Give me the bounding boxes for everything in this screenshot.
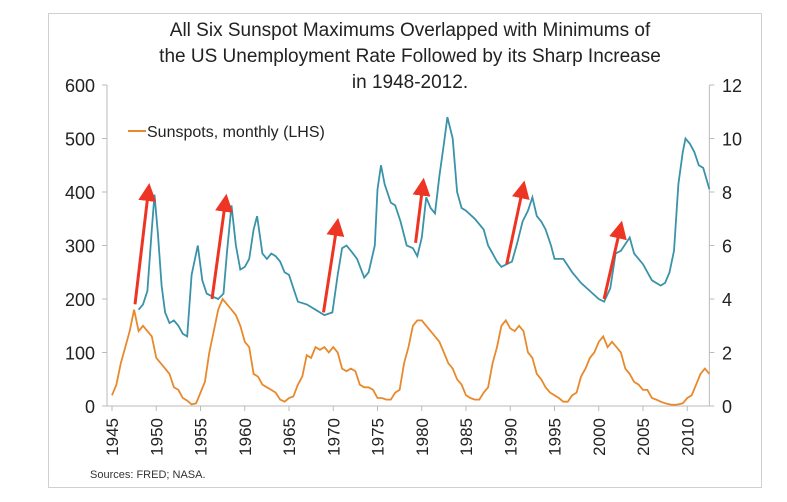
x-tick-label: 2005 — [634, 418, 653, 456]
title-line: in 1948-2012. — [351, 72, 469, 93]
red-arrow — [412, 177, 431, 244]
unemployment-line — [137, 116, 711, 338]
x-tick-label: 1945 — [103, 418, 122, 456]
title-line: All Six Sunspot Maximums Overlapped with… — [169, 20, 651, 41]
chart-frame — [48, 13, 762, 488]
x-tick-label: 1965 — [280, 418, 299, 456]
x-tick-label: 2000 — [590, 418, 609, 456]
legend-label-sunspots: Sunspots, monthly (LHS) — [147, 124, 325, 141]
y-right-tick-label: 4 — [722, 290, 732, 310]
x-tick-label: 1960 — [236, 418, 255, 456]
y-left-tick-label: 300 — [65, 237, 95, 257]
chart-sources: Sources: FRED; NASA. — [90, 469, 206, 481]
red-arrow — [133, 183, 157, 305]
x-tick-label: 1990 — [501, 418, 520, 456]
x-tick-label: 1950 — [147, 418, 166, 456]
chart-title: All Six Sunspot Maximums Overlapped with… — [110, 18, 710, 96]
y-right-tick-label: 0 — [722, 397, 732, 417]
x-tick-label: 1970 — [324, 418, 343, 456]
red-arrow — [210, 193, 233, 300]
y-left-tick-label: 500 — [65, 130, 95, 150]
y-right-tick-label: 12 — [722, 76, 742, 96]
y-left-tick-label: 100 — [65, 344, 95, 364]
y-left-tick-label: 200 — [65, 290, 95, 310]
y-left-tick-label: 600 — [65, 76, 95, 96]
y-left-tick-label: 400 — [65, 183, 95, 203]
x-tick-label: 1995 — [546, 418, 565, 456]
y-right-tick-label: 2 — [722, 344, 732, 364]
red-arrow — [322, 217, 345, 313]
y-right-tick-label: 8 — [722, 183, 732, 203]
x-tick-label: 1980 — [413, 418, 432, 456]
sunspots-line — [111, 297, 711, 406]
red-arrow — [602, 220, 627, 300]
y-right-tick-label: 6 — [722, 237, 732, 257]
x-tick-label: 1985 — [457, 418, 476, 456]
y-left-tick-label: 0 — [85, 397, 95, 417]
title-line: the US Unemployment Rate Followed by its… — [159, 46, 661, 67]
y-right-tick-label: 10 — [722, 130, 742, 150]
x-tick-label: 2010 — [678, 418, 697, 456]
x-tick-label: 1975 — [369, 418, 388, 456]
red-arrow — [505, 180, 530, 265]
x-tick-label: 1955 — [192, 418, 211, 456]
